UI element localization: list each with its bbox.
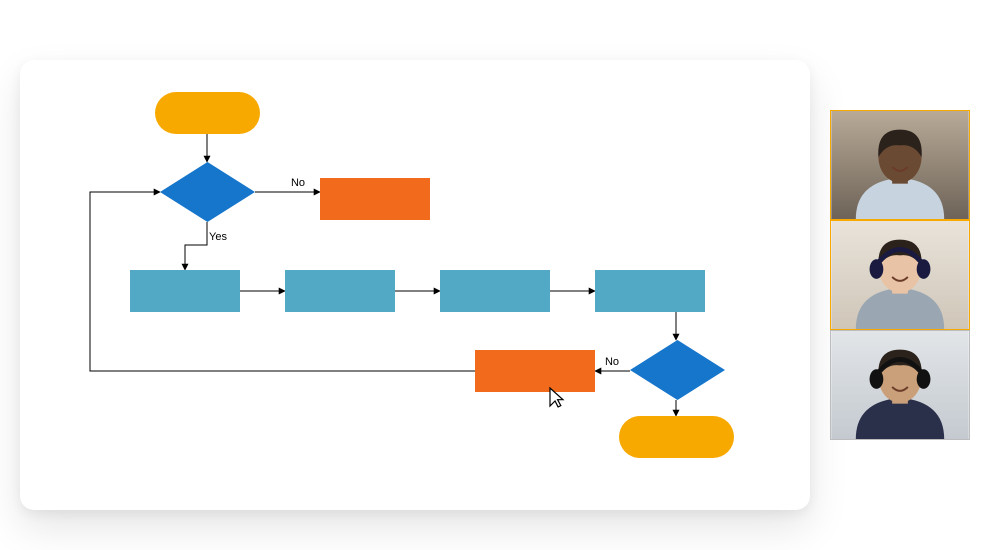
edge-label: No xyxy=(605,356,619,368)
node-end[interactable] xyxy=(619,416,734,458)
node-start[interactable] xyxy=(155,92,260,134)
node-no2[interactable] xyxy=(475,350,595,392)
participant-avatar-icon xyxy=(831,331,969,439)
edge-dec1-p1 xyxy=(185,222,207,270)
edge-label: No xyxy=(291,177,305,189)
video-call-panel xyxy=(830,110,970,440)
node-p2[interactable] xyxy=(285,270,395,312)
participant-avatar-icon xyxy=(831,221,969,329)
participant-avatar-icon xyxy=(831,111,969,219)
video-tile[interactable] xyxy=(830,220,970,330)
node-no1[interactable] xyxy=(320,178,430,220)
node-dec2[interactable] xyxy=(630,340,725,400)
node-p1[interactable] xyxy=(130,270,240,312)
flowchart-nodes xyxy=(130,92,734,458)
video-tile[interactable] xyxy=(830,330,970,440)
node-p3[interactable] xyxy=(440,270,550,312)
edge-label: Yes xyxy=(209,231,227,243)
node-dec1[interactable] xyxy=(160,162,255,222)
stage: No Yes No xyxy=(0,0,1000,550)
node-p4[interactable] xyxy=(595,270,705,312)
video-tile[interactable] xyxy=(830,110,970,220)
